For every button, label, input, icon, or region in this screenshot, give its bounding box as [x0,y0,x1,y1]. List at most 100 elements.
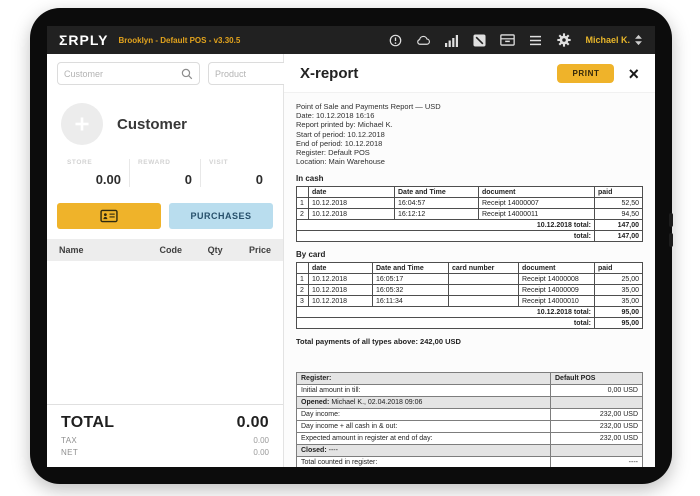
stat-value: 0.00 [95,172,121,187]
report-meta-line: Location: Main Warehouse [296,157,385,167]
report-meta-line: Point of Sale and Payments Report — USD [296,102,441,111]
register-value: 232,00 USD [550,432,643,446]
terminal-icon[interactable] [472,33,487,48]
items-table-header: Name Code Qty Price [47,239,283,261]
table-row: 2 10.12.2018 16:12:12 Receipt 14000011 94,50 [296,208,643,221]
pos-screen: ΣRPLY Brooklyn - Default POS - v3.30.5 [47,26,655,467]
column-header-code: Code [159,245,183,255]
stat-visit: VISIT 0 [200,159,271,187]
modal-header: X-report PRINT × [284,54,655,93]
stat-value: 0 [184,172,192,187]
column-header: date [308,262,373,275]
register-label: Register: [296,372,551,386]
column-header: Date and Time [372,262,449,275]
subtotal-row: 10.12.2018 total: 95,00 [296,306,643,319]
table-cell: 10.12.2018 [308,197,395,210]
table-cell [448,284,519,297]
register-row: Day income + all cash in & out: 232,00 US… [296,420,643,434]
net-value: 0.00 [253,448,269,457]
card-section-title: By card [296,250,326,260]
cloud-icon[interactable] [416,33,431,48]
report-content: Point of Sale and Payments Report — USD D… [284,93,655,467]
tablet-side-button [669,233,673,247]
column-header-qty: Qty [207,245,223,255]
table-cell: Receipt 14000011 [478,208,595,221]
table-cell: 2 [296,208,309,221]
customer-search-box[interactable] [57,62,200,85]
table-cell: 16:05:17 [372,273,449,286]
search-row [47,54,351,91]
table-cell [448,273,519,286]
table-header-row: date Date and Time document paid [296,186,643,199]
table-cell: Receipt 14000010 [518,295,595,308]
table-cell [448,295,519,308]
cash-section-title: In cash [296,174,324,184]
report-meta-line: Start of period: 10.12.2018 [296,129,385,139]
table-cell: 16:11:34 [372,295,449,308]
register-label: Total counted in register: [296,456,551,467]
table-cell: 10.12.2018 [308,208,395,221]
table-cell: 95,00 [594,317,643,330]
product-search-input[interactable] [215,68,332,79]
report-meta-line: Report printed by: Michael K. [296,120,393,130]
stat-label: REWARD [138,159,171,166]
customer-actions: PURCHASES [47,197,283,239]
column-header [296,186,309,199]
alert-icon[interactable] [388,33,403,48]
close-icon[interactable]: × [628,63,639,84]
subtotal-row: 10.12.2018 total: 147,00 [296,219,643,232]
register-label: Day income: [296,408,551,422]
register-label: Closed: ---- [296,444,551,458]
register-row: Initial amount in till: 0,00 USD [296,384,643,398]
table-cell: Receipt 14000007 [478,197,595,210]
column-header: card number [448,262,519,275]
table-row: 1 10.12.2018 16:04:57 Receipt 14000007 52,50 [296,197,643,210]
column-header: paid [594,262,643,275]
totals-section: TOTAL 0.00 TAX 0.00 NET 0.00 [47,404,283,467]
table-cell: Receipt 14000008 [518,273,595,286]
sale-panel: Customer STORE 0.00 REWARD 0 VISIT 0 [47,54,351,467]
table-cell: 16:05:32 [372,284,449,297]
add-customer-button[interactable] [61,103,103,145]
table-cell: 1 [296,197,309,210]
customer-stats: STORE 0.00 REWARD 0 VISIT 0 [47,153,283,197]
report-meta-line: End of period: 10.12.2018 [296,138,383,148]
signal-icon[interactable] [444,33,459,48]
chevron-updown-icon [635,34,642,46]
settings-gear-icon[interactable] [556,33,571,48]
table-cell: 1 [296,273,309,286]
grand-total-line: Total payments of all types above: 242,0… [296,337,461,347]
register-label: Day income + all cash in & out: [296,420,551,434]
table-cell: 16:04:57 [394,197,479,210]
customer-block: Customer [47,91,283,153]
table-cell: total: [296,230,595,243]
table-cell: 10.12.2018 [308,295,373,308]
table-cell: total: [296,317,595,330]
register-row: Total counted in register: ---- [296,456,643,467]
stat-label: STORE [67,159,93,166]
menu-icon[interactable] [528,33,543,48]
customer-card-button[interactable] [57,203,161,229]
purchases-button[interactable]: PURCHASES [169,203,273,229]
print-button[interactable]: PRINT [557,64,615,83]
register-label: Opened: Michael K., 02.04.2018 09:06 [296,396,551,410]
register-label: Expected amount in register at end of da… [296,432,551,446]
total-row: total: 147,00 [296,230,643,243]
total-row: TOTAL 0.00 [61,414,269,432]
tablet-frame: ΣRPLY Brooklyn - Default POS - v3.30.5 [30,8,673,484]
main-area: Customer STORE 0.00 REWARD 0 VISIT 0 [47,54,655,467]
plus-icon [75,117,89,131]
cash-drawer-icon[interactable] [500,33,516,48]
id-card-icon [100,209,118,223]
customer-search-input[interactable] [64,68,181,79]
user-menu[interactable]: Michael K. [585,34,643,46]
table-cell: 35,00 [594,284,643,297]
customer-title: Customer [117,115,188,133]
user-name: Michael K. [585,35,630,45]
report-meta-line: Register: Default POS [296,148,370,158]
total-value: 0.00 [236,414,269,431]
erply-logo: ΣRPLY [59,32,109,48]
column-header: Date and Time [394,186,479,199]
register-row: Register: Default POS [296,372,643,386]
column-header: document [518,262,595,275]
